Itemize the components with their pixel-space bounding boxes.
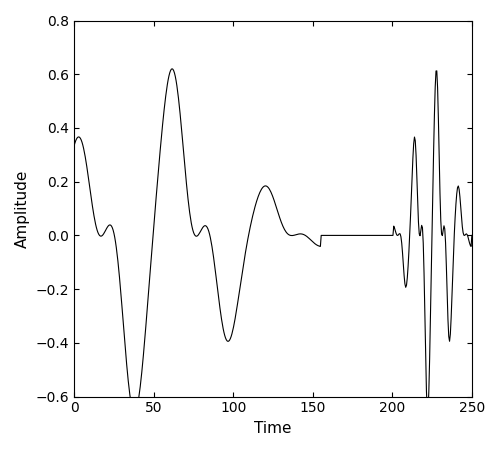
Y-axis label: Amplitude: Amplitude <box>15 170 30 248</box>
X-axis label: Time: Time <box>254 421 292 436</box>
